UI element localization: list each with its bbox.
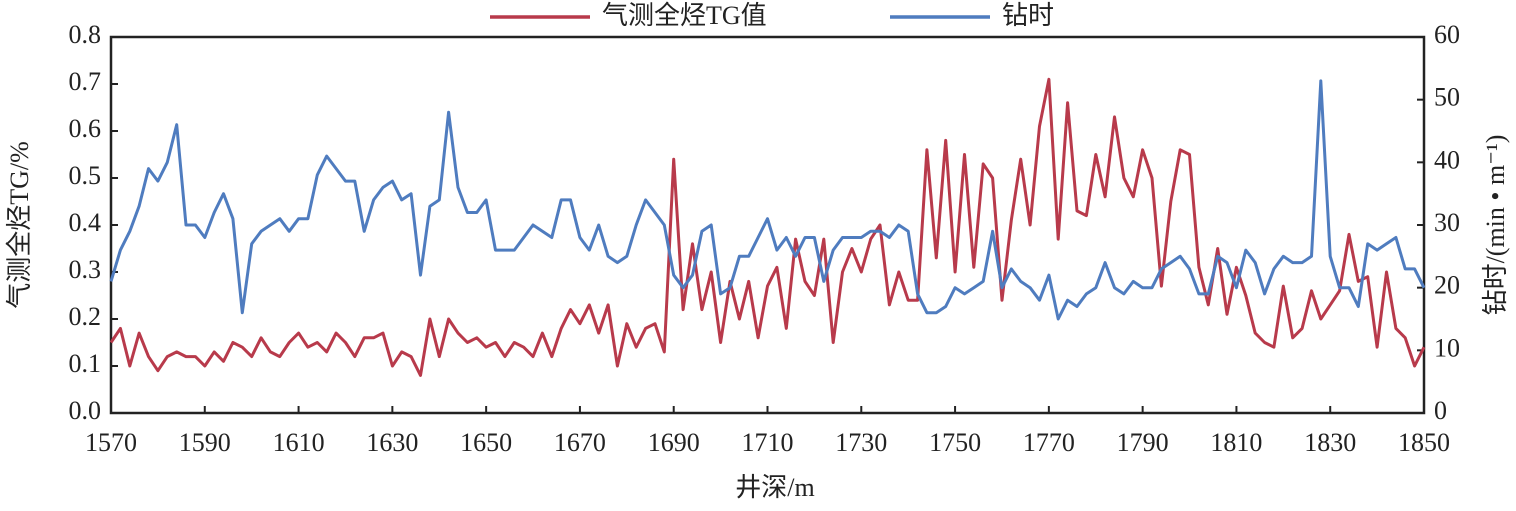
y2-tick-label: 50 — [1434, 83, 1460, 112]
y2-tick-label: 60 — [1434, 20, 1460, 49]
y-tick-label: 0.1 — [69, 349, 102, 378]
x-tick-label: 1830 — [1304, 428, 1356, 457]
x-tick-label: 1810 — [1210, 428, 1262, 457]
x-tick-label: 1610 — [273, 428, 325, 457]
y-tick-label: 0.8 — [69, 20, 102, 49]
x-tick-label: 1670 — [554, 428, 606, 457]
y-tick-label: 0.6 — [69, 114, 102, 143]
y-tick-label: 0.4 — [69, 208, 102, 237]
x-tick-label: 1590 — [179, 428, 231, 457]
x-tick-label: 1630 — [366, 428, 418, 457]
x-tick-label: 1710 — [742, 428, 794, 457]
y-tick-label: 0.3 — [69, 255, 102, 284]
y-tick-label: 0.7 — [69, 67, 102, 96]
y2-tick-label: 30 — [1434, 208, 1460, 237]
y2-axis-label: 钻时/(min • m⁻¹) — [1481, 135, 1510, 316]
y-tick-label: 0.2 — [69, 302, 102, 331]
x-tick-label: 1790 — [1117, 428, 1169, 457]
y2-tick-label: 40 — [1434, 145, 1460, 174]
x-axis-label: 井深/m — [735, 473, 814, 502]
x-tick-label: 1730 — [835, 428, 887, 457]
y-tick-label: 0.5 — [69, 161, 102, 190]
y-axis-label: 气测全烃TG/% — [5, 141, 34, 309]
y2-tick-label: 0 — [1434, 396, 1447, 425]
data-line — [109, 77, 1426, 377]
x-tick-label: 1650 — [460, 428, 512, 457]
x-tick-label: 1570 — [85, 428, 137, 457]
y2-tick-label: 20 — [1434, 271, 1460, 300]
legend-label: 钻时 — [1002, 1, 1054, 30]
x-tick-label: 1770 — [1023, 428, 1075, 457]
x-tick-label: 1690 — [648, 428, 700, 457]
y2-tick-label: 10 — [1434, 333, 1460, 362]
x-tick-label: 1850 — [1398, 428, 1450, 457]
x-tick-label: 1750 — [929, 428, 981, 457]
plot-frame — [109, 35, 1426, 415]
legend-label: 气测全烃TG值 — [602, 1, 767, 30]
y-tick-label: 0.0 — [69, 396, 102, 425]
data-line — [109, 79, 1426, 321]
